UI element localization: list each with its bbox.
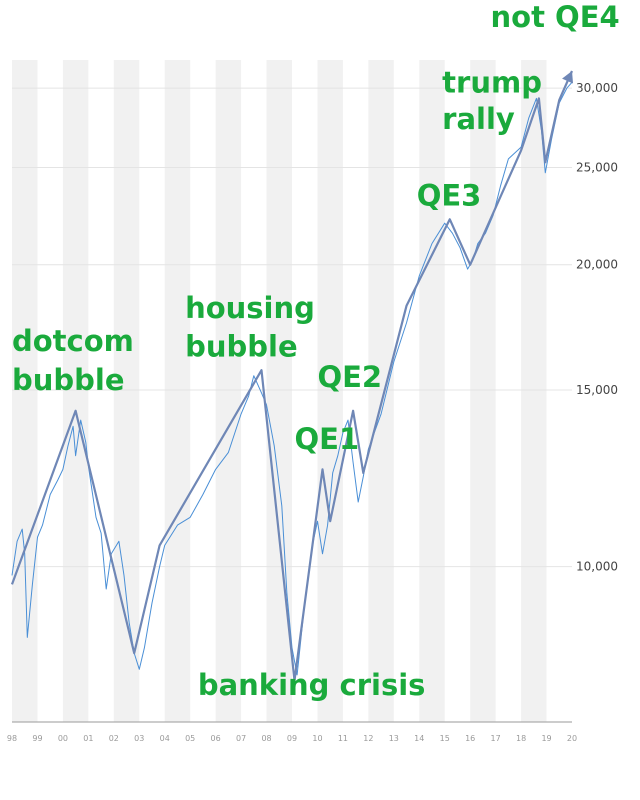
y-tick-label: 15,000	[576, 383, 618, 397]
series-lines	[10, 70, 574, 682]
x-tick-label: 03	[134, 734, 144, 743]
x-tick-label: 07	[236, 734, 246, 743]
y-tick-label: 25,000	[576, 161, 618, 175]
x-tick-label: 99	[32, 734, 42, 743]
annotation: housing	[185, 291, 315, 325]
y-tick-label: 10,000	[576, 560, 618, 574]
x-tick-label: 15	[440, 734, 450, 743]
x-tick-label: 06	[211, 734, 221, 743]
x-tick-label: 18	[516, 734, 526, 743]
annotations: dotcom bubble housing bubble banking crisis Q…	[12, 0, 620, 702]
year-band	[164, 60, 191, 722]
year-band	[215, 60, 242, 722]
x-tick-label: 13	[389, 734, 399, 743]
y-tick-label: 30,000	[576, 81, 618, 95]
x-tick-label: 00	[58, 734, 68, 743]
annotation: not QE4	[491, 0, 620, 34]
gridlines	[12, 87, 572, 568]
x-axis-ticks: 98 99 00 01 02 03 04 05 06 07 08 09 10 11 12 13 14 15 16 17…	[7, 734, 577, 743]
annotation: bubble	[12, 363, 125, 397]
year-band	[419, 60, 445, 722]
x-tick-label: 12	[363, 734, 373, 743]
annotation: rally	[442, 102, 515, 136]
x-tick-label: 04	[160, 734, 170, 743]
x-tick-label: 17	[491, 734, 501, 743]
year-band	[62, 60, 89, 722]
trend-arrow-head	[562, 71, 574, 84]
year-band	[521, 60, 547, 722]
year-band	[113, 60, 140, 722]
year-bands	[12, 60, 547, 722]
annotation: QE3	[417, 179, 482, 213]
x-tick-label: 14	[414, 734, 424, 743]
x-tick-label: 98	[7, 734, 17, 743]
y-axis-ticks: 10,000 15,000 20,000 25,000 30,000	[576, 81, 618, 574]
annotation: QE1	[295, 422, 360, 456]
x-tick-label: 10	[312, 734, 322, 743]
annotation: QE2	[317, 360, 382, 394]
annotation: banking crisis	[198, 668, 426, 702]
x-tick-label: 08	[261, 734, 271, 743]
year-band	[368, 60, 394, 722]
x-tick-label: 05	[185, 734, 195, 743]
series-line-trend	[10, 70, 574, 682]
x-tick-label: 02	[109, 734, 119, 743]
annotation: bubble	[185, 330, 298, 364]
annotation: dotcom	[12, 324, 134, 358]
x-tick-label: 20	[567, 734, 577, 743]
year-band	[470, 60, 496, 722]
year-band	[317, 60, 343, 722]
annotation: trump	[442, 65, 542, 99]
x-tick-label: 19	[541, 734, 551, 743]
x-tick-label: 09	[287, 734, 297, 743]
x-tick-label: 11	[338, 734, 348, 743]
year-band	[12, 60, 38, 722]
y-tick-label: 20,000	[576, 258, 618, 272]
x-tick-label: 16	[465, 734, 475, 743]
x-tick-label: 01	[83, 734, 93, 743]
